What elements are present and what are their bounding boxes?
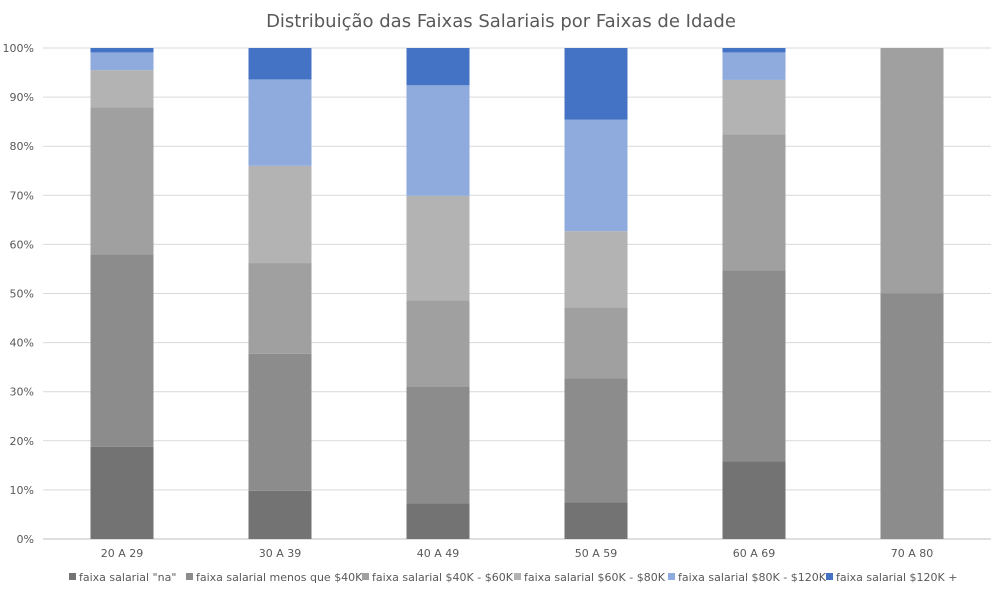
bar-segment [722,48,786,53]
legend-swatch [826,573,833,580]
bars [90,48,944,539]
y-tick-label: 70% [10,189,34,202]
x-tick-label: 60 A 69 [733,547,776,560]
bar-segment [722,52,786,80]
legend-label: faixa salarial $60K - $80K [524,571,666,584]
legend-swatch [69,573,76,580]
legend: faixa salarial "na" faixa salarial menos … [69,571,957,584]
legend-label: faixa salarial $80K - $120K [678,571,827,584]
x-tick-label: 50 A 59 [575,547,618,560]
bar-segment [90,446,154,539]
y-tick-label: 0% [17,533,34,546]
bar-segment [406,85,470,196]
bar-segment [880,293,944,539]
bar-segment [90,107,154,255]
y-axis-ticks: 0% 10% 20% 30% 40% 50% 60% 70% 80% 90% 100% [3,42,34,546]
legend-label: faixa salarial $120K + [836,571,957,584]
bar-segment [248,263,312,354]
bar-segment [406,300,470,387]
bar-segment [564,378,628,503]
bar-segment [564,307,628,379]
y-tick-label: 30% [10,386,34,399]
bar-segment [248,48,312,80]
legend-swatch [668,573,675,580]
bar-segment [722,270,786,462]
bar-segment [90,70,154,108]
bar-segment [248,353,312,491]
bar-segment [722,134,786,271]
x-tick-label: 30 A 39 [259,547,302,560]
legend-swatch [362,573,369,580]
legend-swatch [514,573,521,580]
y-tick-label: 40% [10,337,34,350]
y-tick-label: 20% [10,435,34,448]
y-tick-label: 80% [10,140,34,153]
bar-segment [564,48,628,120]
y-tick-label: 50% [10,288,34,301]
bar-segment [406,195,470,301]
bar-segment [248,165,312,264]
bar-segment [248,79,312,166]
chart-title: Distribuição das Faixas Salariais por Fa… [266,11,736,32]
bar-segment [406,503,470,539]
bar-segment [722,461,786,539]
y-tick-label: 60% [10,238,34,251]
bar-segment [90,52,154,71]
y-tick-label: 10% [10,484,34,497]
x-tick-label: 20 A 29 [101,547,144,560]
x-tick-label: 40 A 49 [417,547,460,560]
bar-segment [564,502,628,539]
gridlines [43,47,991,540]
bar-segment [406,386,470,504]
legend-label: faixa salarial "na" [79,571,176,584]
y-tick-label: 90% [10,91,34,104]
x-tick-label: 70 A 80 [891,547,934,560]
bar-segment [90,48,154,53]
bar-segment [248,490,312,539]
bar-segment [90,254,154,447]
bar-segment [880,48,944,294]
y-tick-label: 100% [3,42,34,55]
bar-segment [406,48,470,86]
bar-segment [564,119,628,232]
bar-segment [564,231,628,308]
legend-label: faixa salarial $40K - $60K [372,571,514,584]
legend-label: faixa salarial menos que $40K [196,571,363,584]
x-axis-ticks: 20 A 29 30 A 39 40 A 49 50 A 59 60 A 69 70 A … [101,547,934,560]
legend-swatch [186,573,193,580]
bar-segment [722,79,786,135]
